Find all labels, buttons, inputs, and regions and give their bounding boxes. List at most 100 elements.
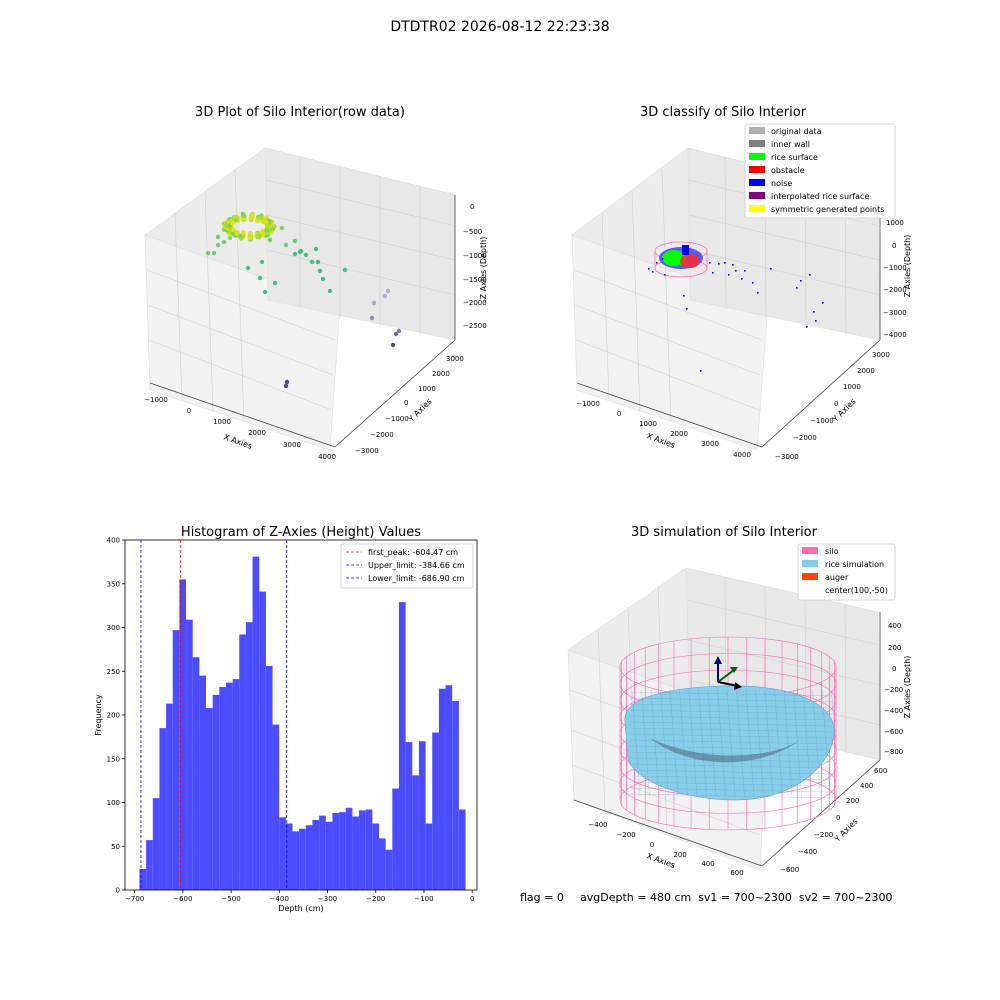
rice-mesh-line xyxy=(629,691,833,697)
hist-x-tick-label: −700 xyxy=(125,895,144,903)
cls-z-tick: −4000 xyxy=(883,331,907,339)
raw-point xyxy=(303,252,309,258)
raw-z-tick: −2000 xyxy=(463,299,487,307)
raw-point xyxy=(284,379,290,385)
rice-surface xyxy=(624,685,840,801)
rice-mesh-line xyxy=(629,763,833,769)
hist-y-tick-label: 400 xyxy=(107,537,120,545)
hist-bar xyxy=(385,849,393,890)
rice-mesh-line xyxy=(802,689,812,797)
hist-bars xyxy=(139,556,466,890)
raw-point xyxy=(385,288,391,294)
hist-title: Histogram of Z-Axies (Height) Values xyxy=(181,525,421,540)
raw-point xyxy=(255,234,260,240)
sim-y-tick: 0 xyxy=(836,814,840,822)
raw-point xyxy=(272,280,278,286)
raw-point xyxy=(327,288,333,294)
raw-point xyxy=(264,227,270,233)
hist-x-tick-label: −300 xyxy=(318,895,337,903)
noise-point xyxy=(809,274,811,276)
cls-y-tick: −2000 xyxy=(793,434,817,442)
raw-y-tick: 2000 xyxy=(432,370,450,378)
raw-points xyxy=(205,211,402,389)
cls-legend-label: original data xyxy=(771,127,822,136)
cls-z-tick: −3000 xyxy=(883,309,907,317)
sim-axis-lines xyxy=(573,612,881,867)
cls-y-tick: 1000 xyxy=(843,383,861,391)
raw-point xyxy=(298,248,304,254)
rice-mesh-line xyxy=(629,727,833,733)
sim-z-tick: −600 xyxy=(884,728,903,736)
raw-point xyxy=(261,231,266,237)
raw-z-ticks: 0 −500 −1000 −1500 −2000 −2500 xyxy=(463,203,487,330)
cls-z-tick: 0 xyxy=(892,242,896,250)
hist-x-tick-label: −200 xyxy=(366,895,385,903)
cls-axis-lines xyxy=(576,195,881,448)
hist-y-tick-label: 0 xyxy=(116,887,120,895)
footer-flag: flag = 0 xyxy=(520,891,564,904)
hist-bar xyxy=(339,812,346,890)
noise-point xyxy=(800,280,802,282)
rice-mesh-line xyxy=(736,689,745,797)
cls-legend-label: noise xyxy=(771,179,792,188)
center-axes-arrows xyxy=(714,656,742,690)
raw-z-label: Z Axies (Depth) xyxy=(479,237,488,300)
rice-dip-shadow xyxy=(650,738,800,763)
rice-mesh-line xyxy=(726,689,736,797)
noise-point xyxy=(744,270,746,272)
sim-z-tick: 400 xyxy=(888,622,901,630)
sim-z-tick: −800 xyxy=(884,748,903,756)
sim-legend: silo rice simulation auger center(100,-50) xyxy=(797,543,896,601)
raw-y-tick: −1000 xyxy=(385,415,409,423)
raw-point xyxy=(292,238,298,244)
hist-bar xyxy=(206,708,213,890)
raw-point xyxy=(257,275,263,281)
cls-z-tick: −1000 xyxy=(883,264,907,272)
hist-y-tick-label: 50 xyxy=(111,843,120,851)
hist-bar xyxy=(452,701,459,890)
rice-mesh-line xyxy=(698,689,707,797)
hist-bar xyxy=(199,675,207,890)
raw-x-tick: 1000 xyxy=(213,418,231,426)
panel-classified-3d: 3D classify of Silo Interior −1000 0 100… xyxy=(571,105,912,461)
hist-lines xyxy=(140,540,288,890)
noise-point xyxy=(741,278,743,280)
hist-bar xyxy=(139,869,147,890)
cls-y-tick: −1000 xyxy=(810,417,834,425)
raw-point xyxy=(230,231,236,237)
noise-point xyxy=(724,262,726,264)
cls-legend-swatch xyxy=(749,127,765,134)
hist-bar xyxy=(412,775,419,890)
hist-legend-label: Lower_limit: -686.90 cm xyxy=(368,574,465,583)
sim-y-tick: −600 xyxy=(780,866,799,874)
sim-legend-swatch xyxy=(802,560,818,567)
rice-mesh-line xyxy=(745,689,755,797)
noise-point xyxy=(652,271,654,273)
raw-y-ticks: −3000 −2000 −1000 0 1000 2000 3000 xyxy=(355,355,464,455)
hist-bar xyxy=(398,602,406,890)
raw-point xyxy=(320,276,326,282)
raw-point xyxy=(317,268,323,274)
rice-mesh-line xyxy=(669,689,679,797)
noise-point xyxy=(683,295,685,297)
hist-bar xyxy=(245,622,253,890)
cls-z-tick: 1000 xyxy=(886,219,904,227)
hist-bar xyxy=(438,688,446,890)
hist-bar xyxy=(179,579,187,890)
hist-bar xyxy=(418,741,426,890)
raw-point xyxy=(371,300,377,306)
raw-x-tick: 2000 xyxy=(248,429,266,437)
cls-legend-label: obstacle xyxy=(771,166,805,175)
sim-legend-label: auger xyxy=(825,573,849,582)
hist-bar xyxy=(166,703,173,890)
sim-z-tick: −400 xyxy=(884,707,903,715)
figure-title: DTDTR02 2026-08-12 22:23:38 xyxy=(390,19,609,35)
noise-point xyxy=(662,258,664,260)
hist-x-tick-label: −400 xyxy=(270,895,289,903)
rice-mesh-line xyxy=(629,709,833,715)
raw-y-tick: −3000 xyxy=(355,447,379,455)
cls-x-tick: 3000 xyxy=(701,440,719,448)
sim-x-tick: 600 xyxy=(730,869,743,877)
raw-point xyxy=(215,234,221,240)
rice-mesh-line xyxy=(707,689,717,797)
